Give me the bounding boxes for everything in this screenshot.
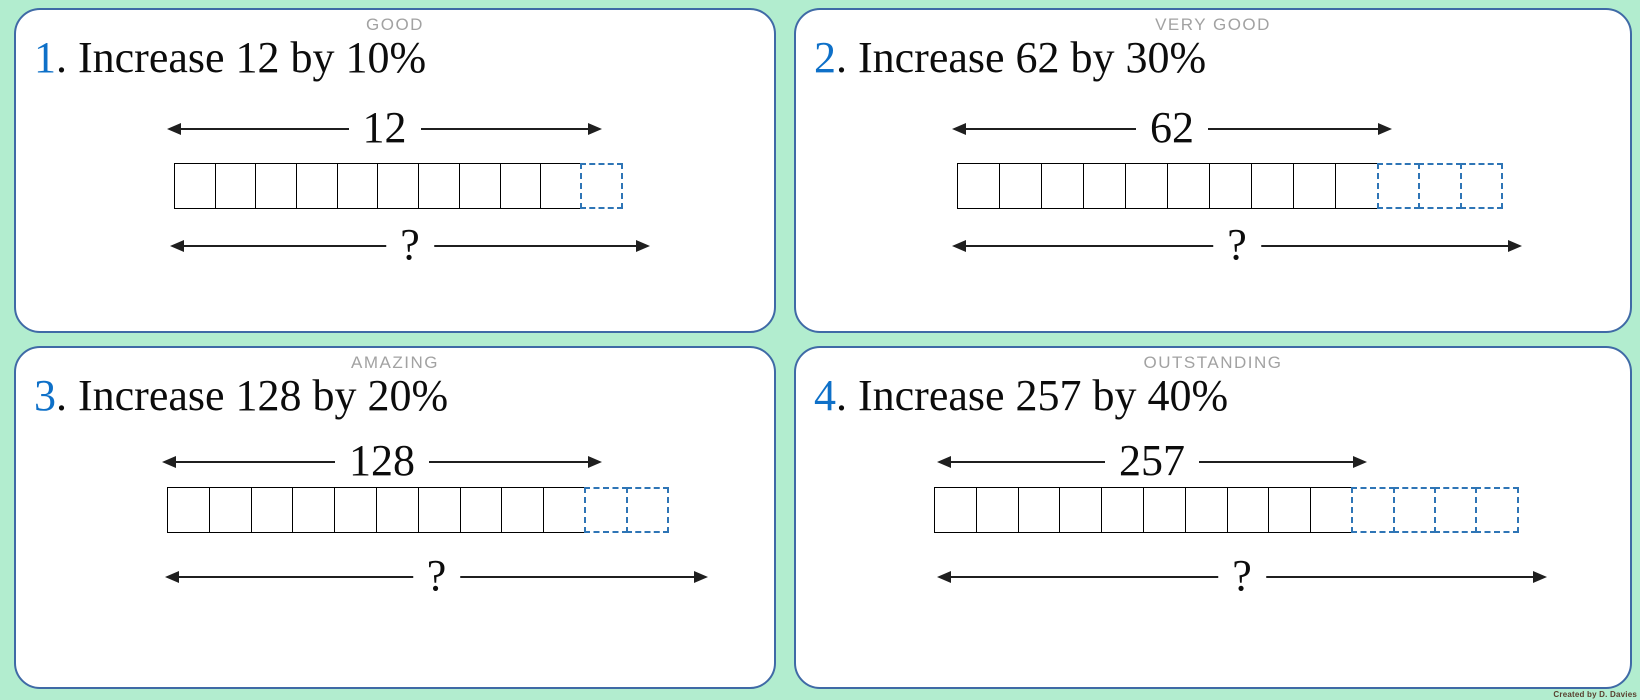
card-4-outstanding: OUTSTANDING 4. Increase 257 by 40% 257 ?: [794, 346, 1632, 689]
award-label: VERY GOOD: [1155, 15, 1271, 34]
question-title: 2. Increase 62 by 30%: [814, 32, 1206, 83]
base-value-label: 62: [1136, 103, 1208, 153]
total-label: ?: [412, 551, 461, 601]
unit-cell: [1101, 487, 1145, 533]
unit-cell: [1167, 163, 1211, 209]
unit-cell: [418, 163, 461, 209]
unit-cell: [296, 163, 339, 209]
unit-cell: [1310, 487, 1354, 533]
unit-cell: [501, 487, 545, 533]
bar-model: [934, 487, 1519, 533]
card-1-good: GOOD 1. Increase 12 by 10% 12 ?: [14, 8, 776, 333]
dashed-unit-cell: [1475, 487, 1519, 533]
unit-cell: [540, 163, 583, 209]
question-title: 4. Increase 257 by 40%: [814, 370, 1228, 421]
question-text: . Increase 128 by 20%: [56, 371, 449, 420]
dashed-unit-cell: [1434, 487, 1478, 533]
unit-cell: [499, 163, 542, 209]
unit-cell: [1125, 163, 1169, 209]
dashed-unit-cell: [1351, 487, 1395, 533]
bar-model: [957, 163, 1503, 209]
unit-cell: [1335, 163, 1379, 209]
question-text: . Increase 257 by 40%: [836, 371, 1229, 420]
question-text: . Increase 12 by 10%: [56, 33, 427, 82]
unit-cell: [999, 163, 1043, 209]
dashed-unit-cell: [584, 487, 628, 533]
unit-cell: [1059, 487, 1103, 533]
unit-cell: [1017, 487, 1061, 533]
bar-model: [167, 487, 670, 533]
unit-cell: [543, 487, 587, 533]
unit-cell: [1083, 163, 1127, 209]
base-value-arrow: 12: [167, 103, 602, 153]
question-number: 1: [34, 33, 56, 82]
total-arrow: ?: [937, 551, 1547, 601]
dashed-unit-cell: [1459, 163, 1503, 209]
unit-cell: [250, 487, 294, 533]
dashed-unit-cell: [1392, 487, 1437, 533]
credit-text: Created by D. Davies: [1553, 690, 1637, 699]
question-number: 4: [814, 371, 836, 420]
unit-cell: [1142, 487, 1187, 533]
base-value-label: 12: [348, 103, 421, 153]
question-title: 3. Increase 128 by 20%: [34, 370, 448, 421]
unit-cell: [1293, 163, 1337, 209]
question-title: 1. Increase 12 by 10%: [34, 32, 426, 83]
base-value-arrow: 62: [952, 103, 1392, 153]
unit-cell: [957, 163, 1001, 209]
unit-cell: [1209, 163, 1253, 209]
base-value-arrow: 128: [162, 436, 602, 486]
unit-cell: [167, 487, 211, 533]
unit-cell: [1041, 163, 1085, 209]
question-number: 2: [814, 33, 836, 82]
unit-cell: [458, 163, 501, 209]
total-label: ?: [1213, 220, 1261, 270]
total-arrow: ?: [952, 220, 1522, 270]
dashed-unit-cell: [580, 163, 623, 209]
unit-cell: [292, 487, 336, 533]
card-3-amazing: AMAZING 3. Increase 128 by 20% 128 ?: [14, 346, 776, 689]
unit-cell: [417, 487, 462, 533]
total-arrow: ?: [165, 551, 708, 601]
unit-cell: [334, 487, 378, 533]
award-label: GOOD: [366, 15, 424, 34]
unit-cell: [214, 163, 257, 209]
question-number: 3: [34, 371, 56, 420]
total-arrow: ?: [170, 220, 650, 270]
unit-cell: [255, 163, 298, 209]
award-label: OUTSTANDING: [1143, 353, 1283, 372]
question-text: . Increase 62 by 30%: [836, 33, 1207, 82]
card-2-very-good: VERY GOOD 2. Increase 62 by 30% 62 ?: [794, 8, 1632, 333]
dashed-unit-cell: [625, 487, 670, 533]
base-value-arrow: 257: [937, 436, 1367, 486]
unit-cell: [459, 487, 503, 533]
award-label: AMAZING: [351, 353, 439, 372]
bar-model: [174, 163, 623, 209]
unit-cell: [336, 163, 379, 209]
unit-cell: [208, 487, 253, 533]
unit-cell: [1226, 487, 1270, 533]
unit-cell: [1251, 163, 1295, 209]
unit-cell: [375, 487, 420, 533]
unit-cell: [934, 487, 978, 533]
base-value-label: 257: [1105, 436, 1199, 486]
dashed-unit-cell: [1376, 163, 1420, 209]
dashed-unit-cell: [1418, 163, 1462, 209]
unit-cell: [174, 163, 217, 209]
base-value-label: 128: [335, 436, 429, 486]
unit-cell: [1268, 487, 1312, 533]
unit-cell: [1184, 487, 1229, 533]
total-label: ?: [1218, 551, 1266, 601]
unit-cell: [975, 487, 1020, 533]
total-label: ?: [386, 220, 434, 270]
unit-cell: [377, 163, 420, 209]
